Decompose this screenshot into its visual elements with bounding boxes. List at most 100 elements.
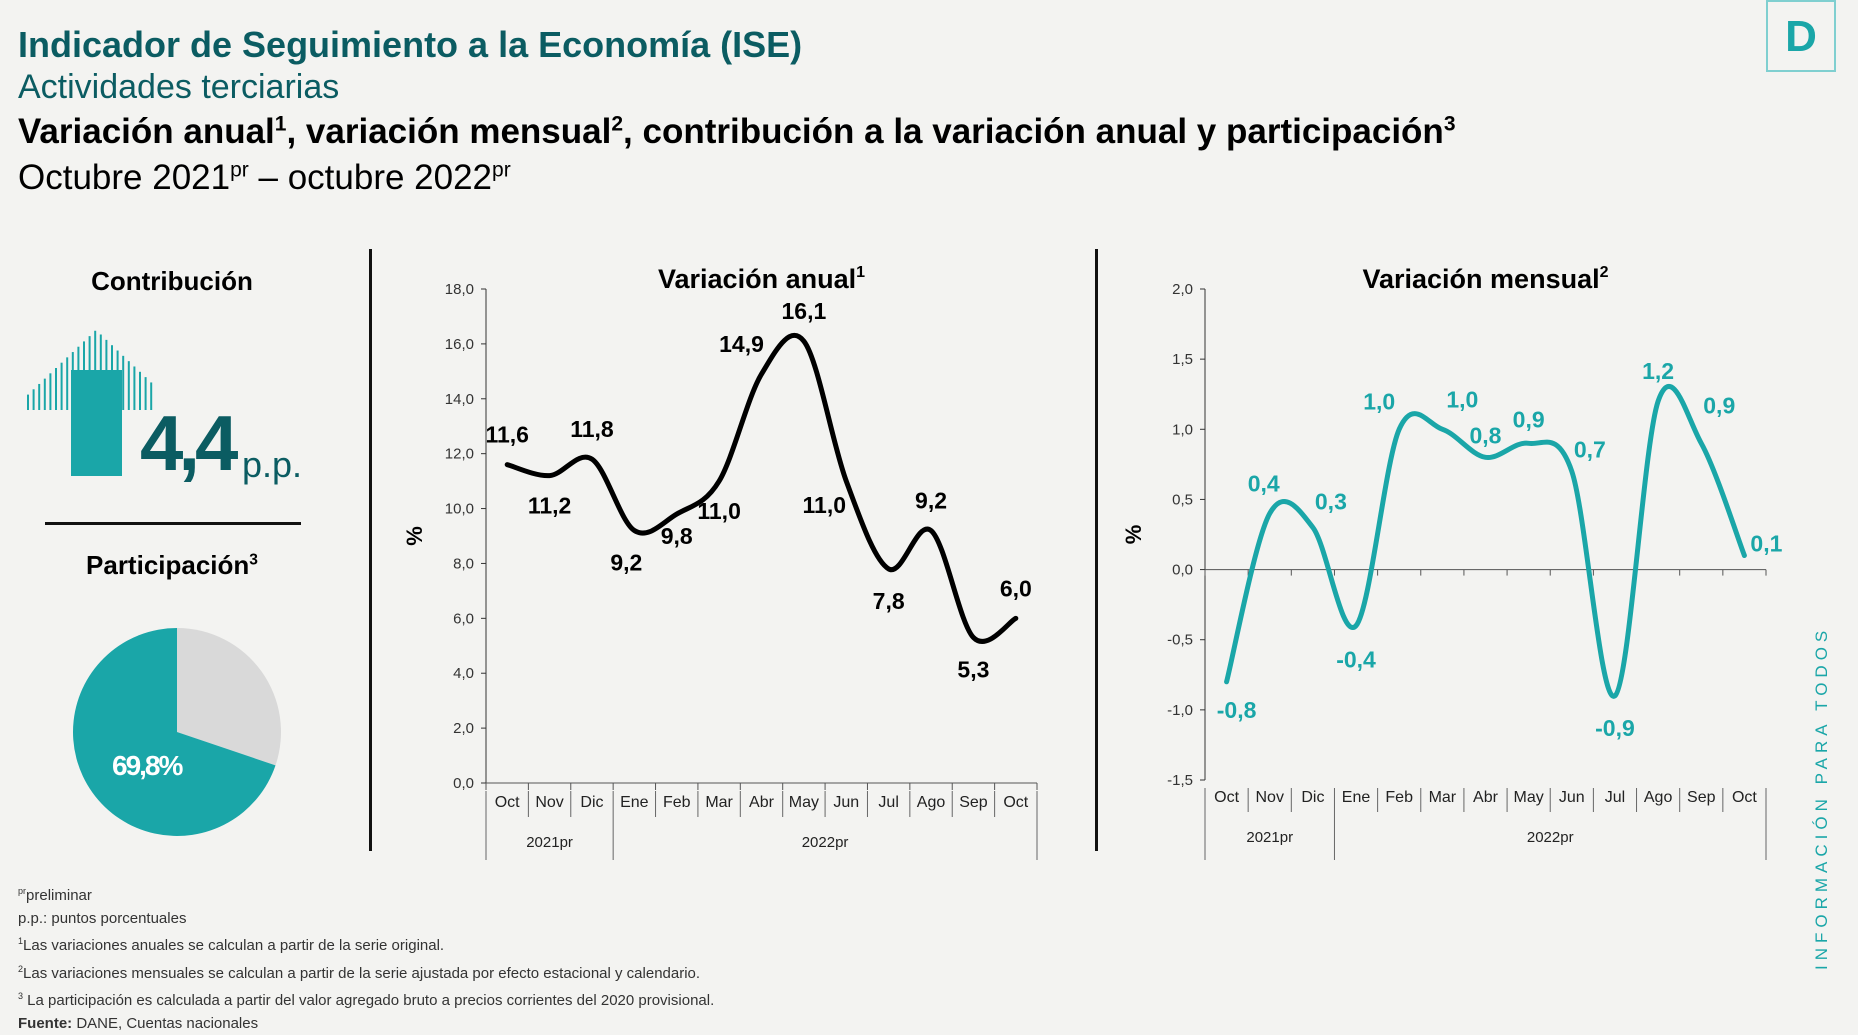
y-tick-label: -1,5 bbox=[1167, 772, 1193, 789]
y-tick-label: 8,0 bbox=[453, 555, 474, 572]
chart-title: Variación mensual2 bbox=[1362, 264, 1608, 294]
data-label: 9,8 bbox=[661, 523, 693, 549]
data-label: 0,3 bbox=[1315, 488, 1347, 514]
participation-label: Participación3 bbox=[22, 550, 322, 581]
period: Octubre 2021pr – octubre 2022pr bbox=[18, 158, 511, 198]
footnote: 1Las variaciones anuales se calculan a p… bbox=[18, 930, 714, 958]
y-tick-label: 10,0 bbox=[445, 501, 474, 518]
data-label: 6,0 bbox=[1000, 575, 1032, 601]
data-point bbox=[929, 529, 933, 533]
data-label: -0,8 bbox=[1217, 697, 1257, 723]
data-point bbox=[505, 463, 509, 467]
data-point bbox=[1397, 427, 1401, 431]
footnote-text: Las variaciones mensuales se calculan a … bbox=[23, 965, 700, 982]
x-tick-label: Sep bbox=[959, 794, 988, 811]
data-point bbox=[675, 512, 679, 516]
monthly-variation-chart: Variación mensual2% -1,5 -1,0 -0,5 0,0 0,5 1,0… bbox=[1105, 250, 1805, 860]
sup: 3 bbox=[249, 551, 258, 568]
y-tick-label: 14,0 bbox=[445, 391, 474, 408]
x-tick-label: Abr bbox=[749, 794, 775, 811]
data-label: 1,2 bbox=[1642, 358, 1674, 384]
x-tick-label: Mar bbox=[1429, 789, 1457, 806]
title-sup: 2 bbox=[1600, 264, 1609, 281]
x-tick-label: Nov bbox=[1256, 789, 1284, 806]
data-point bbox=[1613, 694, 1617, 698]
y-tick-label: 12,0 bbox=[445, 446, 474, 463]
data-label: 7,8 bbox=[873, 588, 905, 614]
data-label: 1,0 bbox=[1446, 386, 1478, 412]
data-label: 11,6 bbox=[485, 422, 529, 448]
data-point bbox=[632, 529, 636, 533]
divider bbox=[45, 522, 301, 525]
x-tick-label: Abr bbox=[1473, 789, 1499, 806]
dane-logo[interactable]: D bbox=[1766, 0, 1836, 72]
x-tick-label: Jul bbox=[1605, 789, 1625, 806]
x-tick-label: Feb bbox=[663, 794, 691, 811]
footnote: p.p.: puntos porcentuales bbox=[18, 908, 714, 931]
x-tick-label: Oct bbox=[1003, 794, 1028, 811]
data-label: -0,9 bbox=[1595, 715, 1635, 741]
x-tick-label: Oct bbox=[1732, 789, 1757, 806]
data-point bbox=[1440, 427, 1444, 431]
heading-part: , contribución a la variación anual y pa… bbox=[623, 112, 1444, 151]
group-label: 2022pr bbox=[1527, 829, 1574, 846]
participation-pie: 69,8% bbox=[60, 620, 300, 860]
chart-heading: Variación anual1, variación mensual2, co… bbox=[18, 112, 1456, 152]
x-tick-label: Oct bbox=[495, 794, 520, 811]
y-tick-label: 0,0 bbox=[1172, 562, 1193, 579]
y-tick-label: 1,0 bbox=[1172, 421, 1193, 438]
contribution-label: Contribución bbox=[22, 266, 322, 297]
y-tick-label: 6,0 bbox=[453, 610, 474, 627]
footnote-text: preliminar bbox=[26, 887, 92, 904]
source-text: DANE, Cuentas nacionales bbox=[72, 1015, 258, 1032]
data-point bbox=[548, 474, 552, 478]
x-tick-label: Ago bbox=[917, 794, 946, 811]
y-tick-label: 1,5 bbox=[1172, 351, 1193, 368]
data-label: 11,0 bbox=[803, 492, 847, 518]
footnote: 2Las variaciones mensuales se calculan a… bbox=[18, 958, 714, 986]
data-label: 9,2 bbox=[610, 550, 642, 576]
group-label: 2021pr bbox=[1246, 829, 1293, 846]
group-label: 2022pr bbox=[802, 834, 849, 851]
x-tick-label: Ene bbox=[620, 794, 649, 811]
divider bbox=[369, 249, 372, 851]
y-tick-label: 0,0 bbox=[453, 775, 474, 792]
data-point bbox=[717, 479, 721, 483]
y-tick-label: -1,0 bbox=[1167, 702, 1193, 719]
x-tick-label: Jun bbox=[1559, 789, 1585, 806]
footnotes: prpreliminar p.p.: puntos porcentuales 1… bbox=[18, 880, 714, 1035]
y-axis-label: % bbox=[1121, 525, 1146, 545]
footnote: prpreliminar bbox=[18, 880, 714, 908]
period-start: Octubre 2021 bbox=[18, 158, 230, 197]
data-label: 0,1 bbox=[1750, 531, 1782, 557]
pie-label: 69,8% bbox=[112, 750, 183, 781]
sup: 3 bbox=[1444, 112, 1456, 135]
x-tick-label: May bbox=[789, 794, 819, 811]
y-tick-label: -0,5 bbox=[1167, 632, 1193, 649]
data-label: 0,9 bbox=[1703, 392, 1735, 418]
data-label: 1,0 bbox=[1363, 388, 1395, 414]
sup: 1 bbox=[275, 112, 287, 135]
data-label: 14,9 bbox=[719, 331, 764, 357]
x-tick-label: Oct bbox=[1214, 789, 1239, 806]
data-label: 9,2 bbox=[915, 488, 947, 514]
data-point bbox=[1225, 680, 1229, 684]
period-end: – octubre 2022 bbox=[249, 158, 492, 197]
y-tick-label: 2,0 bbox=[1172, 281, 1193, 298]
y-tick-label: 0,5 bbox=[1172, 491, 1193, 508]
footnote-text: La participación es calculada a partir d… bbox=[23, 992, 714, 1009]
data-label: 0,9 bbox=[1513, 406, 1545, 432]
data-label: 11,8 bbox=[570, 416, 614, 442]
x-tick-label: Dic bbox=[580, 794, 603, 811]
source-label: Fuente: bbox=[18, 1015, 72, 1032]
source: Fuente: DANE, Cuentas nacionales bbox=[18, 1013, 714, 1035]
data-point bbox=[802, 339, 806, 343]
data-point bbox=[1311, 525, 1315, 529]
data-label: 11,0 bbox=[697, 498, 741, 524]
x-tick-label: May bbox=[1514, 789, 1544, 806]
x-tick-label: Sep bbox=[1687, 789, 1716, 806]
contribution-unit: p.p. bbox=[242, 444, 302, 486]
y-tick-label: 16,0 bbox=[445, 336, 474, 353]
x-tick-label: Jul bbox=[878, 794, 898, 811]
data-point bbox=[1742, 554, 1746, 558]
